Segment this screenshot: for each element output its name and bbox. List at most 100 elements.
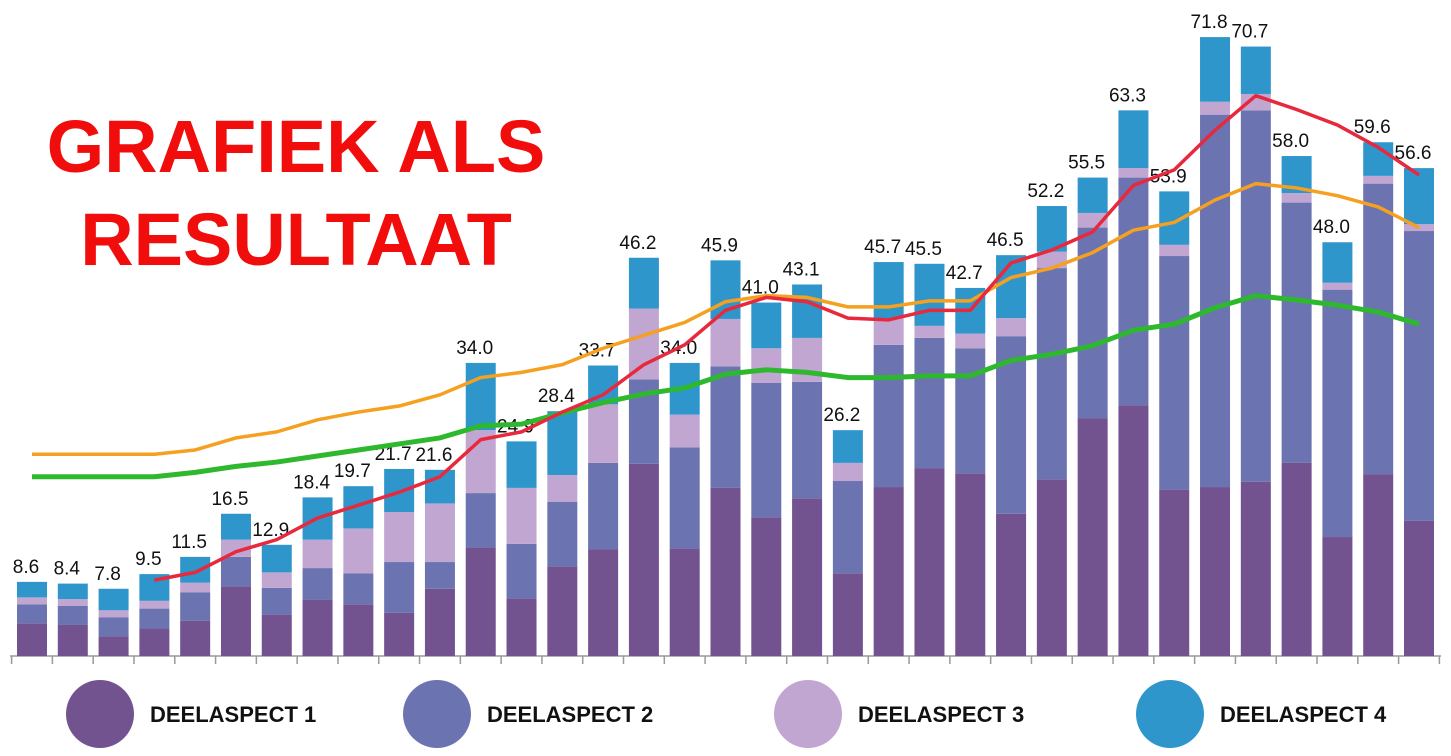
value-label: 59.6 <box>1354 117 1391 138</box>
bar-segment <box>1240 481 1271 656</box>
value-label: 48.0 <box>1313 217 1350 238</box>
bar-segment <box>751 382 782 518</box>
value-label: 28.4 <box>538 386 575 407</box>
bar-segment <box>17 597 47 605</box>
bar-segment <box>1159 256 1190 490</box>
bar-segment <box>669 447 700 549</box>
bar-segment <box>1404 520 1434 656</box>
value-label: 41.0 <box>742 278 779 299</box>
bar-segment <box>547 411 578 475</box>
bar-segment <box>1200 101 1231 115</box>
bar-segment <box>1036 268 1067 480</box>
value-label: 9.5 <box>135 549 161 570</box>
bar-segment <box>873 262 904 319</box>
bar-segment <box>17 604 47 624</box>
value-label: 58.0 <box>1272 131 1309 152</box>
value-label: 26.2 <box>823 405 860 426</box>
bar-segment <box>792 381 823 499</box>
bar-segment <box>343 528 374 574</box>
bar-segment <box>1322 537 1353 656</box>
value-label: 12.9 <box>252 520 289 541</box>
bar-segment <box>98 617 129 637</box>
value-label: 7.8 <box>94 564 120 585</box>
bar-segment <box>506 441 537 488</box>
bar-segment <box>1281 462 1312 656</box>
legend-label: DEELASPECT 2 <box>487 702 653 727</box>
trend-line <box>32 181 1420 457</box>
bar-segment <box>1200 487 1231 656</box>
bar-segment <box>669 414 700 448</box>
bar-segment <box>996 255 1027 319</box>
bar-segment <box>914 263 945 326</box>
bar-segment <box>384 512 415 563</box>
bar-segment <box>710 487 741 656</box>
bar-segment <box>710 318 741 367</box>
value-label: 21.7 <box>375 444 412 465</box>
bar-segment <box>261 587 292 615</box>
value-label: 53.9 <box>1150 166 1187 187</box>
value-label: 70.7 <box>1231 22 1268 43</box>
value-label: 34.0 <box>456 338 493 359</box>
bar-segment <box>261 614 292 656</box>
trend-line <box>32 293 1420 480</box>
bar-segment <box>996 318 1027 337</box>
bar-segment <box>465 493 496 548</box>
bar-segment <box>261 544 292 573</box>
bar-segment <box>1077 418 1108 656</box>
bar-segment <box>1404 231 1434 521</box>
bar-segment <box>220 586 251 656</box>
bar-segment <box>465 547 496 656</box>
bar-segment <box>914 468 945 656</box>
bar-segment <box>588 462 619 550</box>
bar-segment <box>955 333 986 349</box>
bar-segment <box>628 308 659 380</box>
chart-title: RESULTAAT <box>80 198 512 281</box>
value-label: 45.5 <box>905 239 942 260</box>
bar-segment <box>914 325 945 338</box>
bar-segment <box>832 462 863 482</box>
bar-segment <box>302 568 333 600</box>
value-label: 8.4 <box>54 559 81 580</box>
bar-segment <box>873 318 904 345</box>
bar-segment <box>180 592 211 621</box>
legend-swatch <box>403 680 471 748</box>
bar-segment <box>57 606 88 625</box>
bar-segment <box>914 337 945 469</box>
bar-segment <box>506 543 537 599</box>
bar-segment <box>424 503 455 563</box>
bar-segment <box>180 582 211 593</box>
value-label: 45.7 <box>864 237 901 258</box>
legend-swatch <box>66 680 134 748</box>
bar-segment <box>384 562 415 613</box>
bar-segment <box>57 583 88 600</box>
bar-segment <box>1322 242 1353 283</box>
bar-segment <box>832 573 863 656</box>
bar-segment <box>1200 114 1231 488</box>
bar-segment <box>220 556 251 587</box>
bar-segment <box>588 404 619 463</box>
bar-segment <box>1118 177 1149 406</box>
bar-segment <box>1404 168 1434 225</box>
legend-label: DEELASPECT 3 <box>858 702 1024 727</box>
bar-segment <box>1077 227 1108 419</box>
bar-segment <box>180 556 211 583</box>
value-label: 43.1 <box>783 259 820 280</box>
bar-segment <box>1240 46 1271 94</box>
bar-segment <box>57 624 88 656</box>
bar-segment <box>506 487 537 544</box>
bar-segment <box>751 517 782 656</box>
bar-segment <box>873 344 904 488</box>
value-label: 55.5 <box>1068 153 1105 174</box>
value-label: 56.6 <box>1395 143 1432 164</box>
value-label: 52.2 <box>1027 181 1064 202</box>
bar-segment <box>57 599 88 607</box>
bar-segment <box>1281 202 1312 463</box>
bar-segment <box>1363 175 1394 184</box>
bar-segment <box>996 513 1027 656</box>
value-label: 42.7 <box>946 263 983 284</box>
bar-segment <box>384 612 415 656</box>
bar-segment <box>506 598 537 656</box>
bar-segment <box>710 366 741 488</box>
legend-label: DEELASPECT 1 <box>150 702 316 727</box>
bar-segment <box>424 562 455 589</box>
